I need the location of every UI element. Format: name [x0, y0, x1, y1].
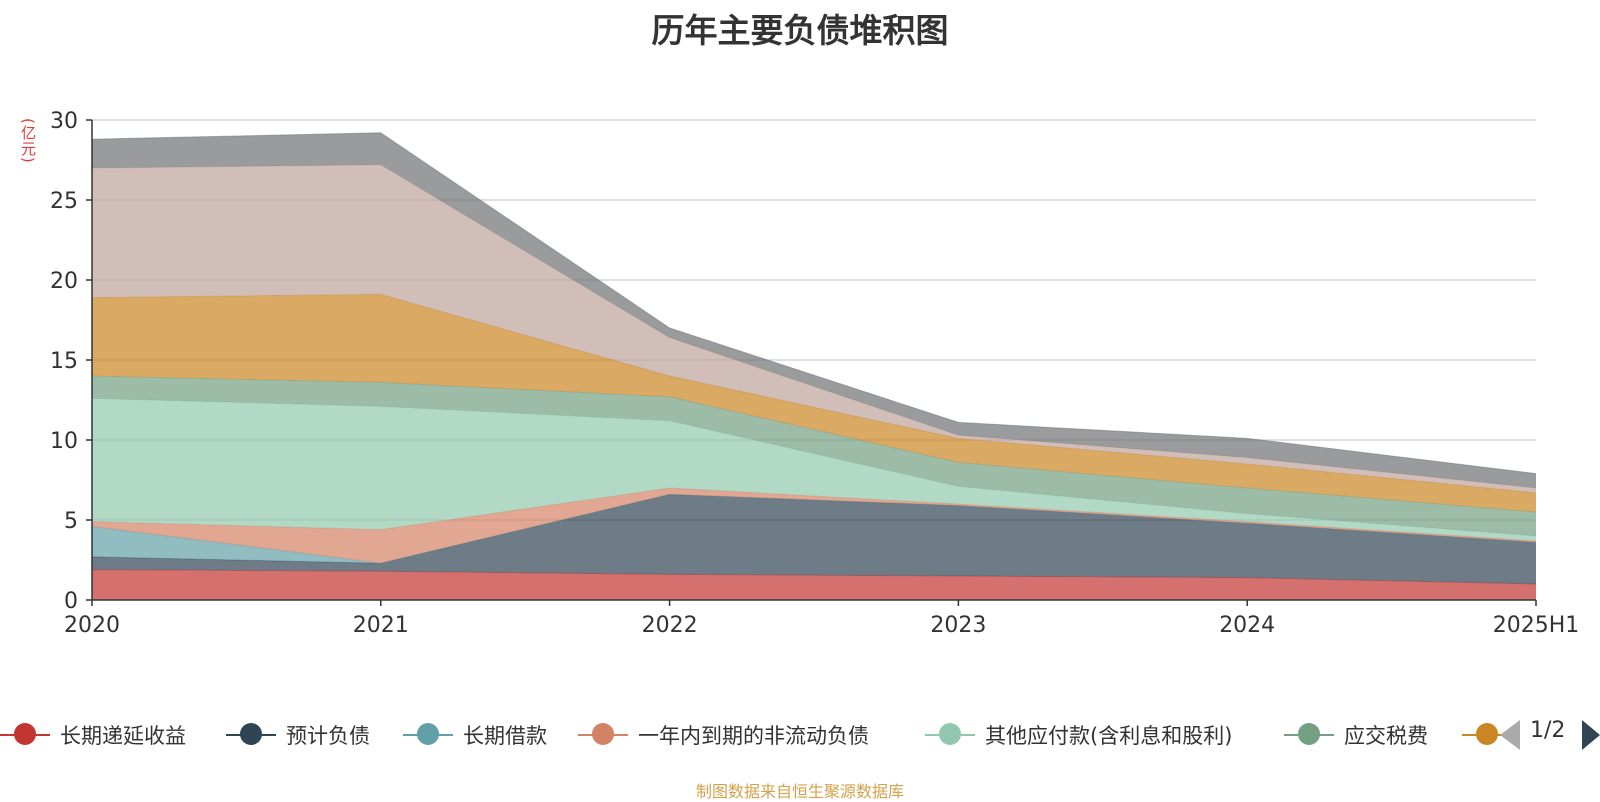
- x-tick-label: 2024: [1219, 613, 1275, 638]
- area-一年内到期的非流动负债: [92, 488, 1536, 564]
- y-tick-label: 20: [50, 269, 78, 294]
- x-tick-label: 2022: [642, 613, 698, 638]
- axes: 0 5 10 15 20 25 30 2020 2021 2022 2023 2024 2025H1: [50, 109, 1579, 638]
- x-tick-label: 2023: [930, 613, 986, 638]
- y-axis-unit-label: (亿元): [19, 118, 37, 164]
- area-top-line: [91, 132, 1537, 475]
- legend-prev-page-button[interactable]: [1500, 720, 1520, 750]
- legend-dot-marker: [1476, 723, 1498, 745]
- legend-item[interactable]: 预计负债: [226, 716, 586, 752]
- legend-label: 长期借款: [463, 724, 547, 748]
- area-series: [91, 132, 1537, 600]
- legend-dot-marker: [592, 723, 614, 745]
- y-tick-label: 5: [64, 509, 78, 534]
- legend-dot-marker: [939, 723, 961, 745]
- area-长期借款: [92, 494, 1536, 564]
- legend-label: 长期递延收益: [60, 724, 186, 748]
- y-tick-label: 25: [50, 189, 78, 214]
- legend-label: 一年内到期的非流动负债: [638, 724, 869, 748]
- area-其他应付款(含利息和股利): [92, 398, 1536, 541]
- area-长期递延收益: [92, 569, 1536, 600]
- legend-dot-marker: [240, 723, 262, 745]
- legend-item[interactable]: 长期递延收益: [0, 716, 360, 752]
- y-tick-label: 10: [50, 429, 78, 454]
- legend-page-indicator: 1/2: [1530, 718, 1566, 743]
- y-tick-label: 15: [50, 349, 78, 374]
- legend: 长期递延收益 预计负债 长期借款 一年内到期的非流动负债 其他应付款(含利息和股利) 应交…: [0, 716, 1600, 752]
- legend-dot-marker: [417, 723, 439, 745]
- x-tick-label: 2020: [64, 613, 120, 638]
- stacked-area-chart: 0 5 10 15 20 25 30 2020 2021 2022 2023 2024 2025H1: [50, 109, 1579, 638]
- legend-item[interactable]: 其他应付款(含利息和股利): [925, 716, 1285, 752]
- chart-title: 历年主要负债堆积图: [651, 11, 949, 50]
- y-tick-label: 0: [64, 589, 78, 614]
- area-预计负债: [92, 494, 1536, 584]
- area-合同负债: [92, 164, 1536, 493]
- legend-label: 应交税费: [1344, 724, 1428, 748]
- legend-item[interactable]: 应交税费: [1284, 716, 1600, 752]
- legend-item[interactable]: [1462, 716, 1600, 752]
- legend-item[interactable]: 一年内到期的非流动负债: [578, 716, 938, 752]
- x-tick-label: 2025H1: [1493, 613, 1580, 638]
- legend-dot-marker: [1298, 723, 1320, 745]
- legend-dot-marker: [14, 723, 36, 745]
- source-note: 制图数据来自恒生聚源数据库: [695, 782, 904, 801]
- x-tick-label: 2021: [353, 613, 409, 638]
- area-应交税费: [92, 376, 1536, 536]
- legend-label: 其他应付款(含利息和股利): [985, 724, 1233, 748]
- legend-item[interactable]: 长期借款: [403, 716, 763, 752]
- legend-label: 预计负债: [286, 724, 370, 748]
- y-tick-label: 30: [50, 109, 78, 134]
- legend-next-page-button[interactable]: [1582, 720, 1600, 750]
